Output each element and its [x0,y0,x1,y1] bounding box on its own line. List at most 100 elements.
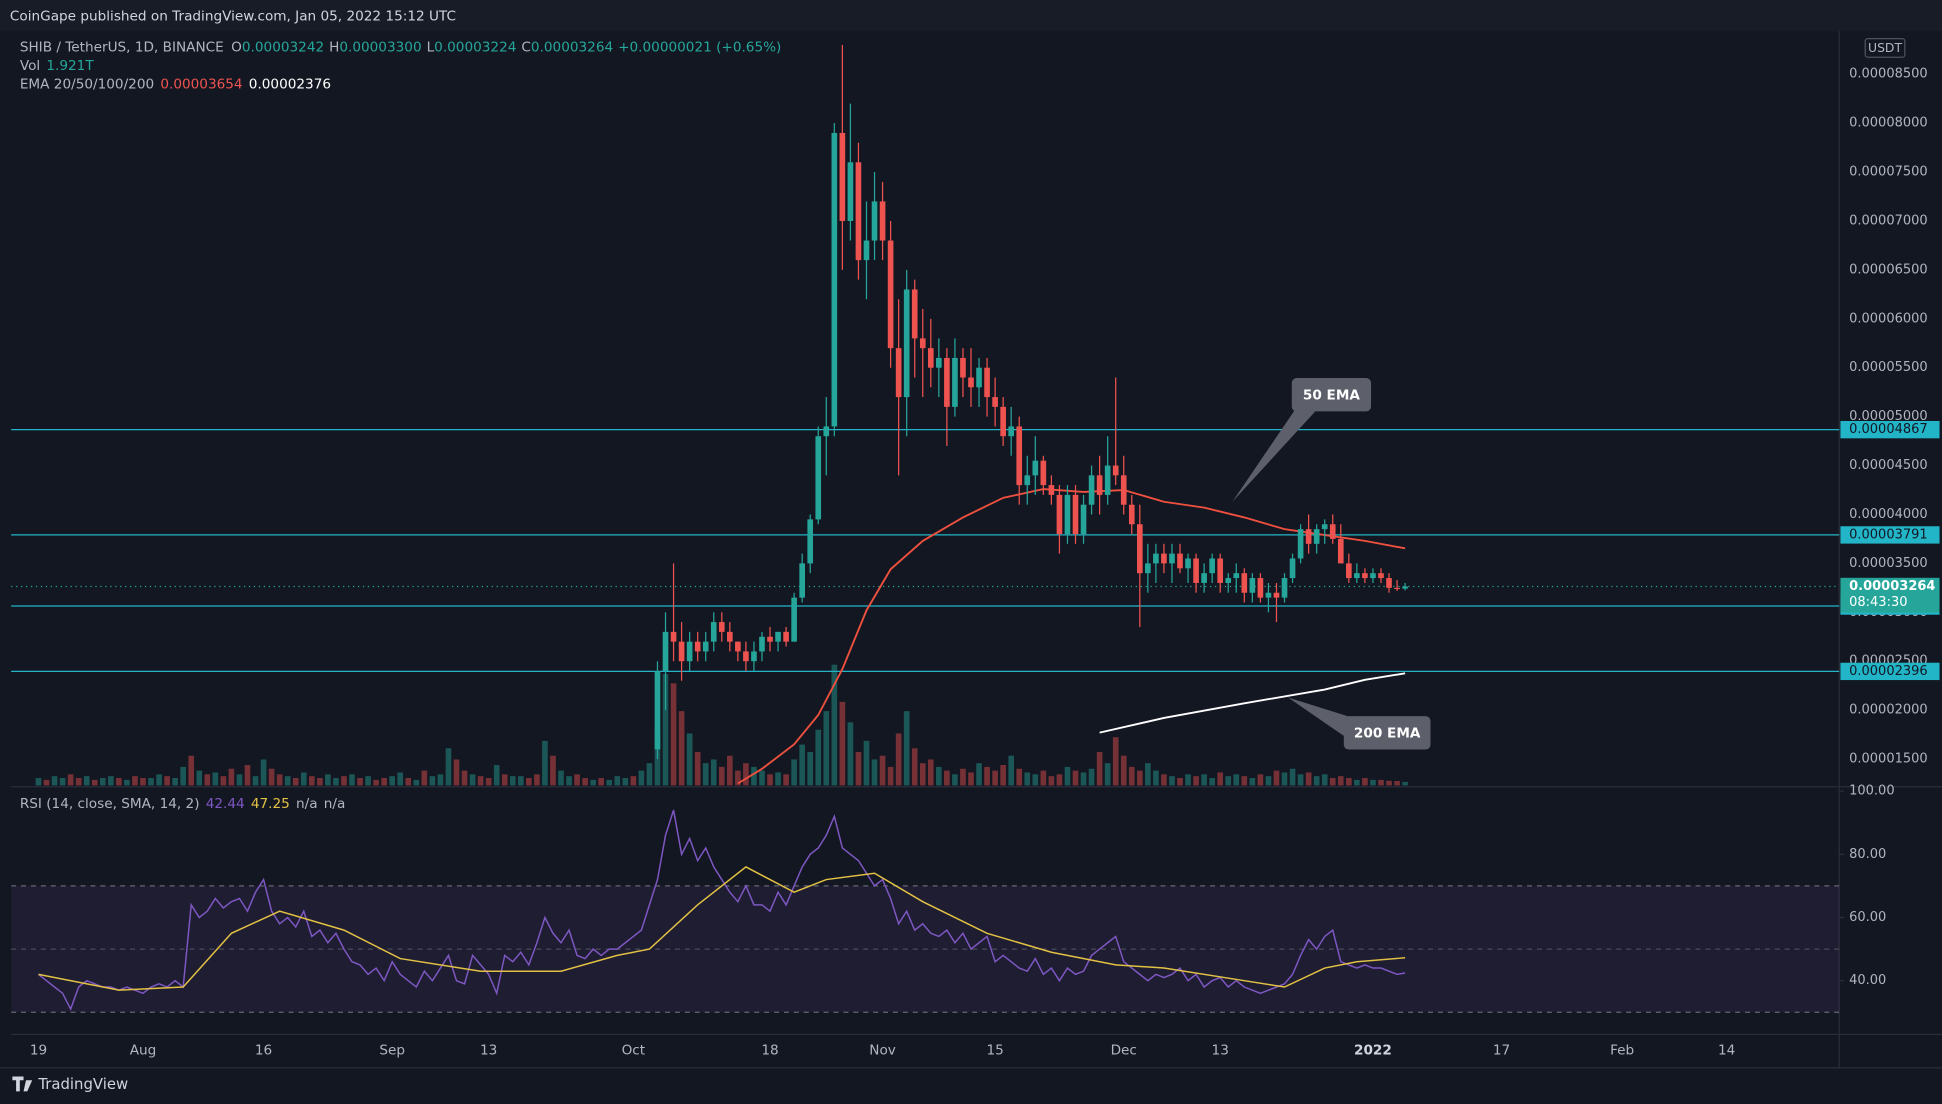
candle-body [1329,524,1336,539]
volume-bar [960,768,966,786]
x-tick-label: 16 [255,1043,272,1059]
volume-bar [99,778,106,786]
volume-bar [1056,774,1063,786]
candle-body [1169,553,1175,564]
volume-bar [260,759,267,786]
candle-body [1032,460,1039,476]
publisher: CoinGape published on TradingView.com, J… [10,8,456,24]
volume-bar [1297,774,1304,786]
volume-bar [437,774,444,786]
candle-body [855,162,862,261]
volume-bar [493,765,500,786]
volume-bar [1072,770,1079,786]
volume-bar [1394,781,1400,786]
candle-body [1064,494,1071,535]
volume-bar [276,774,283,786]
volume-bar [791,759,797,786]
ohlc-value: 0.00003224 [434,39,516,55]
candle-body [1048,485,1055,495]
volume-bar [308,776,315,786]
ohlc-key: L [427,39,435,55]
candle-body [1337,538,1344,564]
volume-bar [244,765,251,786]
volume-bar [1048,776,1055,786]
candle-body [927,348,934,368]
volume-bar [1378,779,1384,786]
volume-bar [509,776,516,786]
ohlc-value: 0.00003300 [339,39,421,55]
legend-vol: Vol 1.921T [20,58,95,74]
candle-body [1104,465,1111,495]
volume-bar [855,752,862,786]
y-tick-label: 0.00001500 [1849,752,1928,767]
volume-bar [1120,755,1127,786]
volume-bar [670,683,677,786]
candle-body [759,636,765,652]
volume-bar [1225,776,1232,786]
callout-box [1291,377,1372,412]
volume-bar [164,776,170,786]
volume-bar [566,776,572,786]
volume-bar [51,776,58,786]
ohlc-key: C [521,39,531,55]
volume-bar [1032,774,1039,786]
candle-body [863,240,870,261]
candle-body [767,636,773,642]
brand: TradingView [37,1075,128,1093]
candle-body [1346,563,1352,579]
volume-bar [1265,776,1272,786]
candle-body [968,377,974,388]
x-tick-label: Dec [1111,1043,1137,1059]
volume-bar [421,770,428,786]
callout-50-ema: 50 EMA [1232,377,1372,502]
rsi-tick-label: 40.00 [1849,973,1886,988]
volume-bar [91,779,98,786]
volume-bar [75,778,82,786]
volume-bar [43,779,50,786]
candle-body [1040,460,1047,486]
volume-bar [35,778,42,786]
volume-bar [606,779,613,786]
rsi-value: 42.44 [206,796,245,812]
volume-bar [341,776,347,786]
volume-bar [1386,780,1392,786]
candle-body [895,348,902,398]
volume-bar [863,740,870,786]
volume-bar [381,778,387,786]
callout-box [1343,716,1431,750]
legend-ohlc: SHIB / TetherUS, 1D, BINANCE O0.00003242 H… [20,39,782,55]
volume-bar [373,779,379,786]
volume-bar [108,776,114,786]
volume-bar [1024,772,1031,786]
candle-body [879,201,886,241]
ema-label: EMA 20/50/100/200 [20,76,154,92]
volume-bar [1185,774,1191,786]
y-tick-label: 0.00005000 [1849,409,1928,424]
candle-body [1289,558,1296,579]
candle-body [960,357,966,378]
candle-body [1386,578,1392,588]
candle-body [1265,592,1272,598]
volume-bar [952,774,958,786]
rsi-ma-line [38,866,1406,991]
candle-body [903,289,910,398]
ema-value: 0.00003654 [160,76,242,92]
volume-bar [646,763,653,786]
callout-text: 50 EMA [1303,387,1361,403]
volume-bar [1000,765,1006,786]
volume-bar [453,759,460,786]
candle-body [735,641,741,652]
candle-body [1016,426,1023,486]
rsi-na: n/a [324,796,346,812]
volume-bar [887,766,894,786]
rsi-na: n/a [296,796,318,812]
x-tick-label: 18 [761,1043,778,1059]
volume-bar [944,770,950,786]
volume-bar [132,776,138,786]
candle-body [1233,573,1240,579]
volume-bar [83,776,90,786]
candle-body [1378,573,1384,579]
volume-bar [815,729,822,786]
candle-body [670,631,677,642]
